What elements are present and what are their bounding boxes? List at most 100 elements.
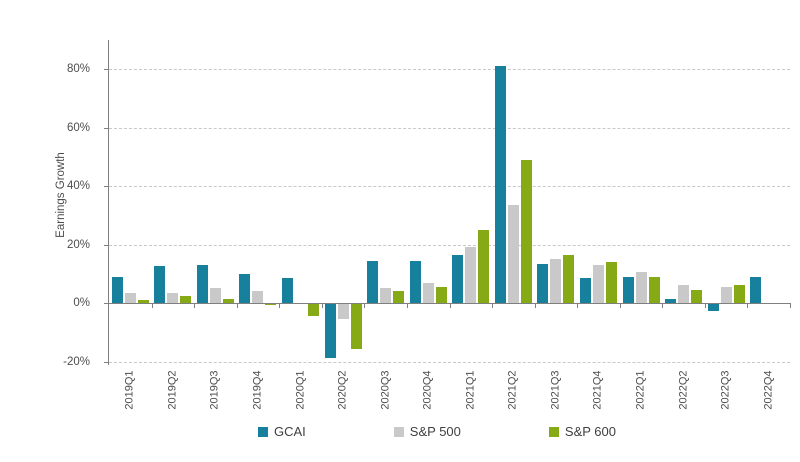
- x-axis-tick: [492, 303, 494, 308]
- x-axis-tick: [321, 303, 323, 308]
- x-axis-tick: [534, 303, 536, 308]
- bar-s-p-600-2019Q1: [137, 300, 149, 303]
- y-axis-tick-label: 40%: [66, 180, 90, 192]
- x-axis-tick: [449, 303, 451, 308]
- x-axis-tick: [151, 303, 153, 308]
- x-axis-label-2020Q1: 2020Q1: [294, 370, 307, 410]
- bar-s-p-500-2022Q1: [635, 272, 647, 303]
- bar-s-p-500-2021Q3: [550, 259, 562, 303]
- bar-s-p-500-2020Q3: [380, 288, 392, 303]
- bar-s-p-500-2021Q1: [465, 247, 477, 303]
- plot-area: [104, 40, 791, 365]
- x-axis-tick: [790, 303, 791, 308]
- x-axis-label-2021Q1: 2021Q1: [464, 370, 477, 410]
- x-axis-tick: [194, 303, 196, 308]
- gridline: [109, 127, 790, 129]
- bar-s-p-600-2021Q2: [520, 159, 532, 303]
- y-axis-tick: [104, 303, 109, 304]
- bar-s-p-600-2020Q1: [308, 304, 320, 316]
- y-axis-tick: [104, 186, 109, 187]
- bar-s-p-500-2020Q4: [422, 282, 434, 303]
- x-axis-tick: [704, 303, 706, 308]
- legend-label-sp600: S&P 600: [564, 424, 616, 439]
- bar-s-p-500-2021Q2: [507, 205, 519, 303]
- bar-s-p-600-2019Q3: [222, 298, 234, 303]
- x-axis-label-2022Q4: 2022Q4: [762, 370, 775, 410]
- bar-s-p-600-2022Q3: [733, 285, 745, 303]
- x-axis-tick: [619, 303, 621, 308]
- bar-s-p-500-2019Q2: [167, 292, 179, 303]
- bar-gcai-2021Q1: [452, 254, 464, 303]
- bar-gcai-2019Q3: [196, 264, 208, 303]
- bar-gcai-2020Q1: [282, 278, 294, 303]
- x-axis-label-2021Q4: 2021Q4: [591, 370, 604, 410]
- bar-s-p-600-2019Q2: [180, 295, 192, 303]
- x-axis-label-2019Q1: 2019Q1: [123, 370, 136, 410]
- bar-s-p-600-2020Q2: [350, 304, 362, 350]
- y-axis-tick: [104, 244, 109, 246]
- gridline: [109, 69, 790, 70]
- gridline: [109, 186, 790, 187]
- legend-swatch-sp600: [548, 426, 559, 437]
- y-axis-tick: [104, 361, 109, 363]
- x-axis-label-2020Q3: 2020Q3: [379, 370, 392, 410]
- bar-gcai-2021Q4: [579, 278, 591, 303]
- bar-gcai-2021Q2: [494, 66, 506, 303]
- bar-s-p-500-2020Q2: [337, 304, 349, 319]
- bar-gcai-2022Q2: [665, 298, 677, 303]
- bar-s-p-500-2021Q4: [592, 264, 604, 303]
- x-axis-tick: [406, 303, 408, 308]
- bar-gcai-2020Q3: [367, 260, 379, 303]
- x-axis-tick: [747, 303, 749, 308]
- x-axis-label-2020Q2: 2020Q2: [336, 370, 349, 410]
- bar-s-p-600-2020Q4: [435, 286, 447, 303]
- bar-s-p-500-2019Q4: [252, 291, 264, 303]
- bar-s-p-600-2021Q3: [563, 254, 575, 303]
- bar-gcai-2020Q2: [324, 304, 336, 359]
- y-axis-tick: [104, 69, 109, 70]
- x-axis-label-2019Q2: 2019Q2: [166, 370, 179, 410]
- bar-gcai-2020Q4: [409, 260, 421, 303]
- x-axis-label-2022Q1: 2022Q1: [634, 370, 647, 410]
- legend-item-gcai: GCAI: [258, 424, 306, 439]
- y-axis-tick-label: -20%: [63, 355, 90, 368]
- legend-label-gcai: GCAI: [274, 424, 306, 439]
- bar-s-p-600-2021Q1: [478, 229, 490, 303]
- legend: GCAI S&P 500 S&P 600: [258, 424, 616, 439]
- x-axis-label-2022Q3: 2022Q3: [719, 370, 732, 410]
- y-axis-tick: [104, 127, 109, 129]
- x-axis-tick: [662, 303, 664, 308]
- gridline: [109, 361, 790, 363]
- bar-s-p-600-2021Q4: [605, 262, 617, 303]
- legend-swatch-sp500: [393, 426, 404, 437]
- bar-s-p-500-2022Q2: [678, 285, 690, 303]
- x-axis-tick: [279, 303, 281, 308]
- bar-gcai-2019Q1: [111, 276, 123, 303]
- y-axis-line: [108, 40, 109, 365]
- bar-s-p-500-2022Q3: [720, 286, 732, 303]
- x-axis-label-2021Q2: 2021Q2: [506, 370, 519, 410]
- bar-gcai-2019Q2: [154, 266, 166, 303]
- y-axis-tick-label: 80%: [66, 63, 90, 75]
- bar-gcai-2022Q1: [622, 276, 634, 303]
- x-axis-tick: [364, 303, 366, 308]
- bar-s-p-600-2022Q2: [691, 289, 703, 303]
- bar-s-p-600-2022Q1: [648, 276, 660, 303]
- gridline: [109, 244, 790, 246]
- bar-gcai-2019Q4: [239, 273, 251, 303]
- x-axis-label-2019Q3: 2019Q3: [208, 370, 221, 410]
- x-axis-label-2019Q4: 2019Q4: [251, 370, 264, 410]
- legend-label-sp500: S&P 500: [409, 424, 461, 439]
- bar-gcai-2022Q4: [750, 276, 762, 303]
- bar-gcai-2022Q3: [707, 304, 719, 312]
- x-axis-label-2022Q2: 2022Q2: [677, 370, 690, 410]
- x-axis-tick: [236, 303, 238, 308]
- bar-s-p-500-2019Q3: [209, 288, 221, 303]
- legend-item-sp500: S&P 500: [393, 424, 461, 439]
- bar-gcai-2021Q3: [537, 263, 549, 303]
- y-axis-tick-label: 20%: [66, 238, 90, 251]
- legend-swatch-gcai: [258, 426, 269, 437]
- x-axis-label-2021Q3: 2021Q3: [549, 370, 562, 410]
- y-axis-tick-label: 60%: [66, 121, 90, 134]
